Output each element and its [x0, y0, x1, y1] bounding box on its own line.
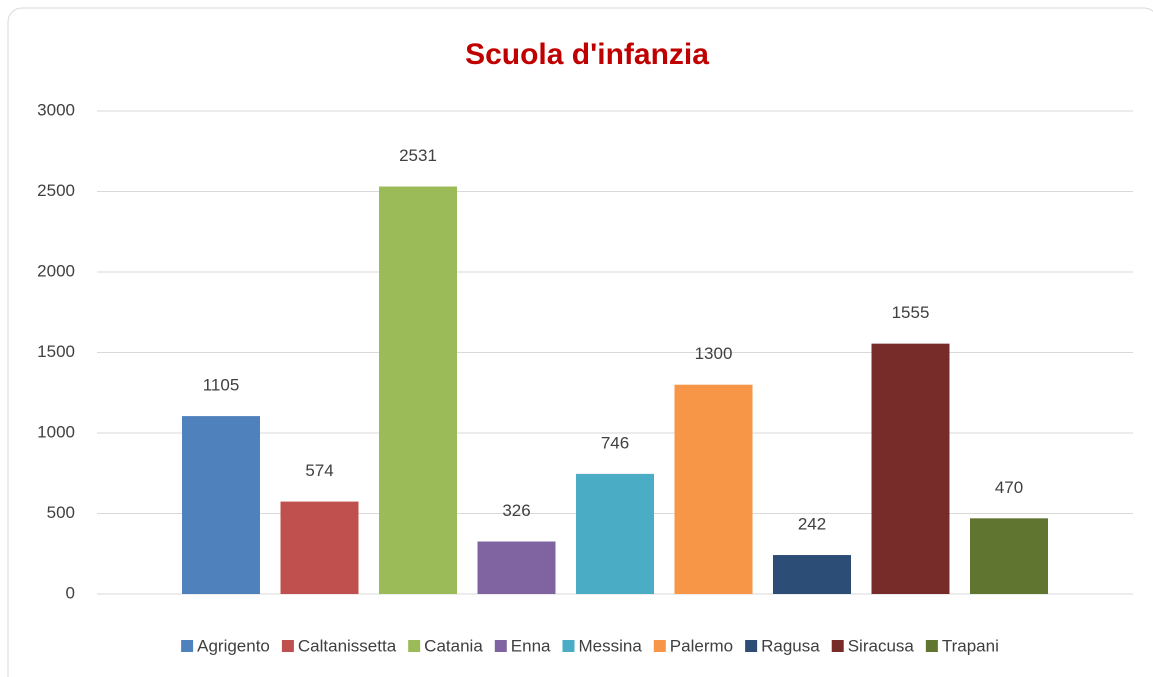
- y-tick-label: 3000: [37, 100, 75, 119]
- legend-label: Agrigento: [197, 636, 270, 655]
- y-tick-label: 0: [66, 583, 75, 602]
- bar: [182, 416, 260, 594]
- bar: [477, 541, 556, 594]
- legend-label: Siracusa: [848, 636, 915, 655]
- chart-title: Scuola d'infanzia: [465, 38, 709, 71]
- legend-swatch: [831, 640, 844, 652]
- legend-label: Ragusa: [761, 636, 820, 655]
- bar: [970, 518, 1048, 594]
- data-label: 1105: [203, 376, 240, 395]
- bar: [674, 384, 753, 594]
- legend-label: Catania: [424, 636, 483, 655]
- bar: [379, 186, 457, 594]
- data-label: 326: [502, 501, 530, 520]
- data-label: 470: [995, 478, 1023, 497]
- bar: [871, 343, 950, 594]
- legend-swatch: [745, 640, 758, 652]
- data-label: 1555: [892, 303, 930, 322]
- y-tick-label: 1500: [37, 342, 75, 361]
- legend-swatch: [562, 640, 575, 652]
- data-label: 574: [305, 461, 333, 480]
- data-label: 2531: [399, 146, 437, 165]
- legend-label: Enna: [511, 636, 551, 655]
- data-label: 1300: [695, 344, 733, 363]
- legend-label: Palermo: [670, 636, 733, 655]
- legend-swatch: [494, 640, 507, 652]
- legend-swatch: [281, 640, 294, 652]
- legend-label: Trapani: [942, 636, 999, 655]
- y-tick-label: 1000: [37, 422, 75, 441]
- data-label: 242: [798, 515, 826, 534]
- y-tick-label: 2500: [37, 181, 75, 200]
- legend-label: Caltanissetta: [298, 636, 397, 655]
- data-label: 746: [601, 433, 629, 452]
- legend-swatch: [925, 640, 938, 652]
- bar: [576, 473, 654, 594]
- bar: [773, 555, 851, 594]
- y-tick-label: 2000: [37, 261, 75, 280]
- y-tick-label: 500: [47, 503, 75, 522]
- legend-swatch: [408, 640, 421, 652]
- legend-swatch: [181, 640, 194, 652]
- bar: [280, 501, 359, 594]
- legend-label: Messina: [578, 636, 642, 655]
- legend-swatch: [653, 640, 666, 652]
